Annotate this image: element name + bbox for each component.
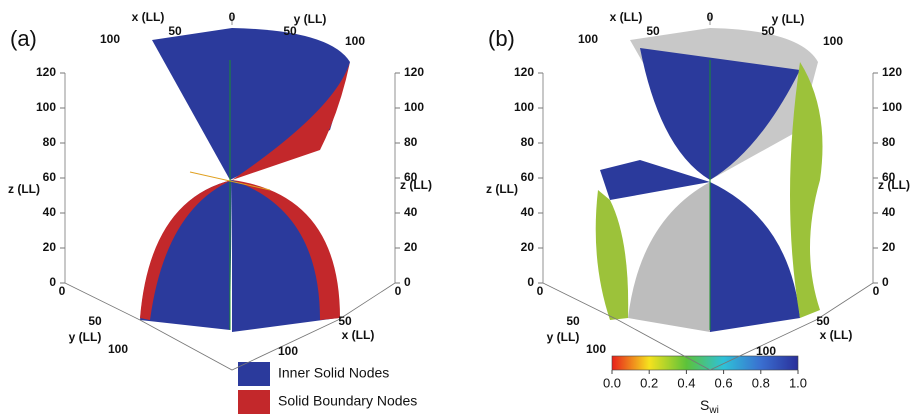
z-tick-label: 100 [882,100,902,114]
z-tick-label: 40 [882,205,896,219]
top-tick-label: 50 [761,24,775,38]
z-tick-label: 60 [43,170,57,184]
z-axis-label: z (LL) [878,178,910,192]
legend-label: Inner Solid Nodes [278,365,389,381]
colorbar-tick-label: 0.2 [640,375,658,390]
panel-label: (a) [10,26,37,51]
colorbar-tick-label: 0.4 [677,375,695,390]
z-tick-label: 20 [404,240,418,254]
top-tick-label: 100 [578,32,598,46]
y-tick-label: 0 [537,284,544,298]
z-tick-label: 0 [527,275,534,289]
top-tick-label: 0 [707,10,714,24]
z-tick-label: 120 [882,65,902,79]
legend: Inner Solid Nodes Solid Boundary Nodes [238,362,417,414]
z-tick-label: 0 [49,275,56,289]
y-axis-label: y (LL) [69,330,102,344]
x-tick-label: 0 [873,284,880,298]
legend-swatch [238,362,270,386]
colorbar-tick-label: 0.8 [752,375,770,390]
z-tick-label: 120 [404,65,424,79]
z-tick-label: 20 [521,240,535,254]
y-tick-label: 0 [59,284,66,298]
y-tick-label: 100 [108,342,128,356]
z-tick-label: 20 [43,240,57,254]
top-tick-label: 50 [283,24,297,38]
x-tick-label: 100 [278,344,298,358]
top-tick-label: 50 [646,24,660,38]
top-tick-label: 100 [100,32,120,46]
z-tick-label: 0 [404,275,411,289]
z-axis-label: z (LL) [486,182,518,196]
z-axis-label: z (LL) [400,178,432,192]
y-axis-label: y (LL) [547,330,580,344]
render-a [140,28,350,332]
y-tick-label: 50 [566,314,580,328]
top-tick-label: 100 [823,34,843,48]
colorbar-tick-label: 0.6 [715,375,733,390]
z-tick-label: 80 [43,135,57,149]
y-tick-label: 50 [88,314,102,328]
top-tick-label: 0 [229,10,236,24]
colorbar-label: Swi [700,397,719,416]
legend-label: Solid Boundary Nodes [278,393,417,409]
y-tick-label: 100 [586,342,606,356]
y-axis-label: y (LL) [772,12,805,26]
z-tick-label: 80 [521,135,535,149]
x-tick-label: 50 [816,314,830,328]
x-axis-label: x (LL) [610,10,643,24]
z-tick-label: 100 [36,100,56,114]
z-tick-label: 120 [36,65,56,79]
z-tick-label: 80 [882,135,896,149]
z-tick-label: 40 [404,205,418,219]
top-tick-label: 100 [345,34,365,48]
z-tick-label: 100 [404,100,424,114]
x-tick-label: 100 [756,344,776,358]
figure: Inner Solid Nodes Solid Boundary Nodes Sw… [0,0,912,417]
render-b [596,28,823,332]
colorbar-tick-label: 0.0 [603,375,621,390]
top-tick-label: 50 [168,24,182,38]
x-axis-label: x (LL) [342,328,375,342]
x-tick-label: 0 [395,284,402,298]
legend-swatch [238,390,270,414]
panel-label: (b) [488,26,515,51]
z-axis-label: z (LL) [8,182,40,196]
x-axis-label: x (LL) [132,10,165,24]
x-axis-label: x (LL) [820,328,853,342]
z-tick-label: 60 [521,170,535,184]
z-tick-label: 120 [514,65,534,79]
x-tick-label: 50 [338,314,352,328]
z-tick-label: 40 [43,205,57,219]
z-tick-label: 100 [514,100,534,114]
colorbar-tick-label: 1.0 [789,375,807,390]
z-tick-label: 0 [882,275,889,289]
z-tick-label: 80 [404,135,418,149]
z-tick-label: 40 [521,205,535,219]
y-axis-label: y (LL) [294,12,327,26]
z-tick-label: 20 [882,240,896,254]
